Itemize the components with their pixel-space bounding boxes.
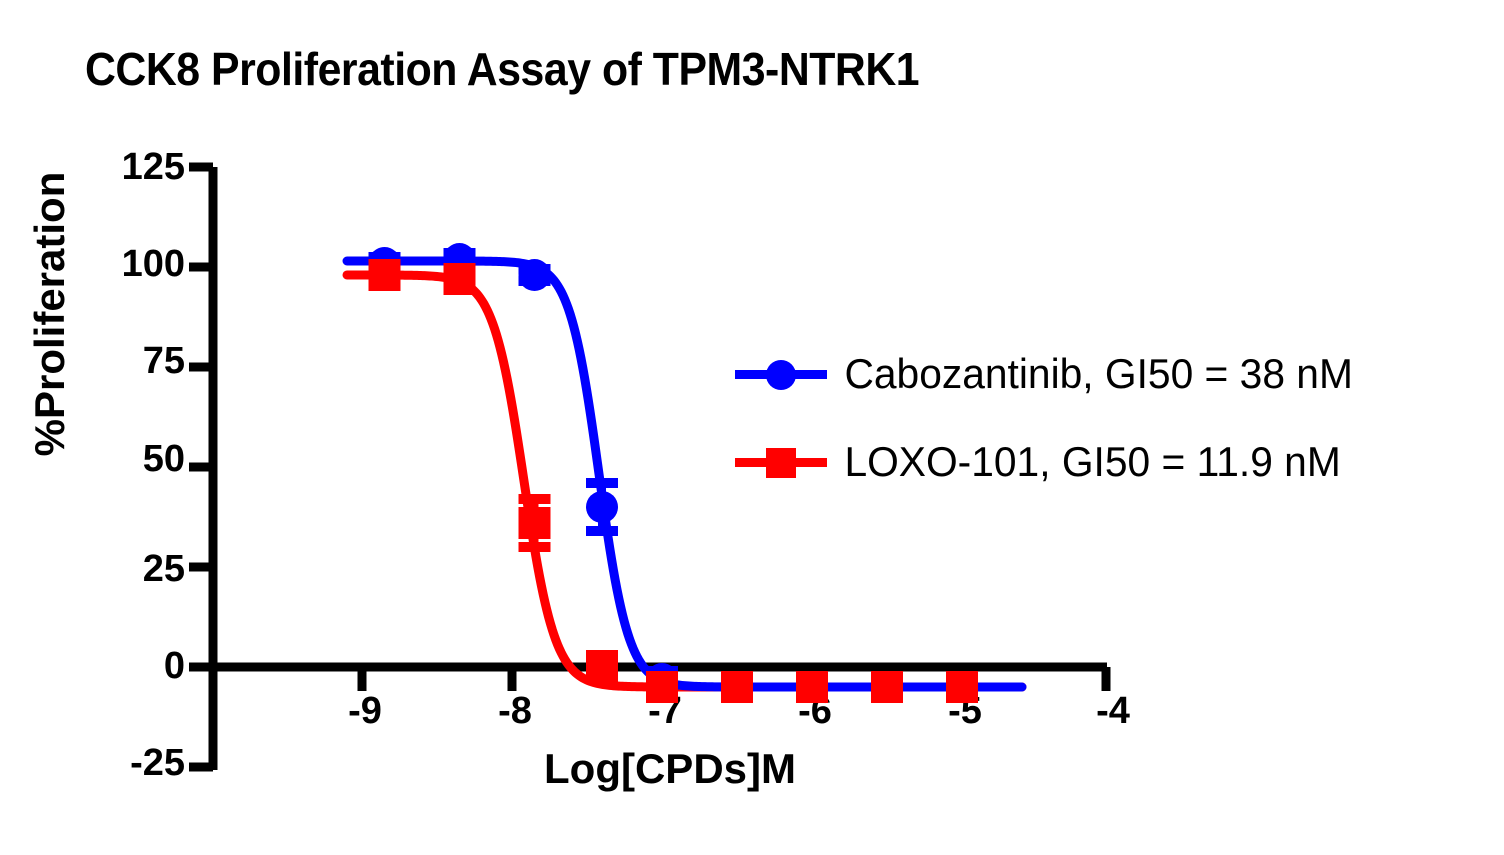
data-point-cabozantinib bbox=[586, 491, 618, 523]
data-point-loxo101 bbox=[586, 651, 618, 683]
data-point-loxo101 bbox=[443, 263, 476, 295]
series-points-loxo101 bbox=[368, 259, 978, 703]
data-point-loxo101 bbox=[721, 671, 753, 703]
legend-item-cabozantinib[interactable]: Cabozantinib, GI50 = 38 nM bbox=[735, 330, 1369, 418]
legend-marker-circle-icon bbox=[735, 354, 827, 394]
data-point-loxo101 bbox=[871, 671, 903, 703]
data-point-loxo101 bbox=[646, 671, 678, 703]
legend-label: Cabozantinib, GI50 = 38 nM bbox=[844, 350, 1353, 397]
y-tick-label: -25 bbox=[130, 742, 185, 784]
legend-marker-square-icon bbox=[735, 442, 827, 482]
x-axis-label: Log[CPDs]M bbox=[544, 745, 796, 792]
x-tick-label: -9 bbox=[348, 690, 382, 732]
y-axis-tick-labels: 125 100 75 50 25 0 -25 bbox=[0, 0, 185, 855]
page-title: CCK8 Proliferation Assay of TPM3-NTRK1 bbox=[85, 43, 920, 95]
data-point-loxo101 bbox=[518, 507, 551, 539]
chart-legend: Cabozantinib, GI50 = 38 nM LOXO-101, GI5… bbox=[735, 330, 1369, 506]
data-point-loxo101 bbox=[946, 671, 978, 703]
y-tick-label: 25 bbox=[142, 548, 185, 590]
y-tick-label: 75 bbox=[142, 340, 185, 382]
legend-item-loxo101[interactable]: LOXO-101, GI50 = 11.9 nM bbox=[735, 418, 1369, 506]
y-tick-label: 125 bbox=[121, 146, 185, 188]
data-point-cabozantinib bbox=[518, 259, 551, 291]
y-tick-label: 50 bbox=[142, 438, 185, 480]
data-point-loxo101 bbox=[368, 259, 401, 291]
x-tick-label: -8 bbox=[498, 690, 532, 732]
data-point-loxo101 bbox=[796, 671, 828, 703]
y-tick-label: 0 bbox=[163, 645, 185, 687]
x-tick-label: -4 bbox=[1096, 690, 1130, 732]
legend-label: LOXO-101, GI50 = 11.9 nM bbox=[844, 438, 1341, 485]
y-tick-label: 100 bbox=[121, 243, 185, 285]
